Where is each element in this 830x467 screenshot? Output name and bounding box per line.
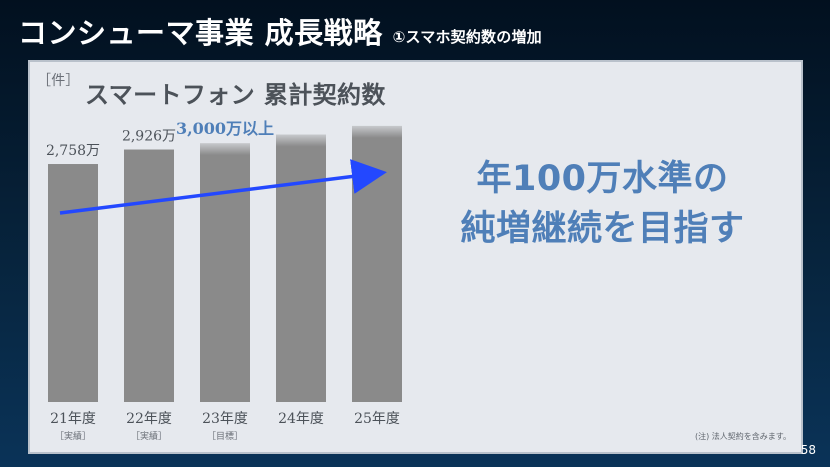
chart-title: スマートフォン 累計契約数 bbox=[85, 81, 386, 109]
footnote: (注) 法人契約を含みます。 bbox=[695, 432, 791, 441]
value-label-2: 2,926万 bbox=[122, 129, 176, 145]
trend-arrow bbox=[59, 159, 387, 215]
bars-layer bbox=[48, 119, 402, 402]
chart-panel: ［件］ スマートフォン 累計契約数 2,758万 2,926万 21年度 ［実績］ 2… bbox=[28, 60, 803, 454]
slide-header: コンシューマ事業 成長戦略 ①スマホ契約数の増加 bbox=[18, 10, 542, 52]
x-tick-sub-2: ［実績］ bbox=[131, 430, 167, 442]
bar-3 bbox=[200, 143, 250, 402]
headline-line-1: 年100万水準の bbox=[476, 159, 729, 199]
x-tick-2: 22年度 bbox=[126, 411, 172, 427]
unit-label: ［件］ bbox=[37, 73, 80, 89]
page-number: 58 bbox=[800, 443, 816, 457]
headline-message: 年100万水準の 純増継続を目指す bbox=[455, 154, 750, 254]
bar-2 bbox=[124, 149, 174, 402]
x-tick-1: 21年度 bbox=[50, 411, 96, 427]
ticks-layer: 21年度 ［実績］ 22年度 ［実績］ 23年度 ［目標］ 24年度 25年度 bbox=[50, 411, 400, 442]
overlay-layer: 3,000万以上 bbox=[59, 119, 387, 215]
x-tick-sub-3: ［目標］ bbox=[207, 430, 243, 442]
target-label: 3,000万以上 bbox=[176, 119, 274, 138]
slide-title: コンシューマ事業 成長戦略 bbox=[18, 16, 383, 50]
bar-chart: 2,758万 2,926万 21年度 ［実績］ 22年度 ［実績］ 23年度 ［目標］ 24年… bbox=[46, 119, 402, 442]
bar-fade-3 bbox=[200, 137, 250, 156]
value-label-1: 2,758万 bbox=[46, 143, 100, 159]
slide-subtitle: ①スマホ契約数の増加 bbox=[392, 28, 542, 46]
x-tick-4: 24年度 bbox=[278, 411, 324, 427]
bar-4 bbox=[276, 134, 326, 402]
labels-layer: 2,758万 2,926万 bbox=[46, 129, 176, 159]
bar-5 bbox=[352, 125, 402, 402]
bar-fade-4 bbox=[276, 128, 326, 147]
bar-fade-5 bbox=[352, 119, 402, 138]
x-tick-3: 23年度 bbox=[202, 411, 248, 427]
x-tick-5: 25年度 bbox=[354, 411, 400, 427]
bar-1 bbox=[48, 164, 98, 402]
x-tick-sub-1: ［実績］ bbox=[55, 430, 91, 442]
headline-line-2: 純増継続を目指す bbox=[460, 209, 745, 249]
